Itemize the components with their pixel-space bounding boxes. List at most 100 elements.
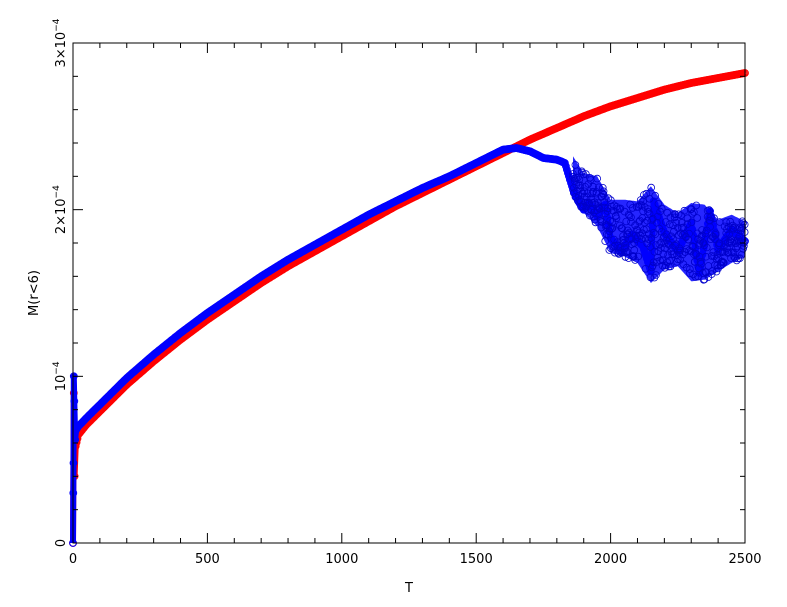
series-layer — [69, 69, 749, 547]
ticks-layer — [72, 42, 746, 544]
data-point — [672, 219, 680, 227]
data-point — [711, 235, 719, 244]
data-point — [590, 215, 599, 224]
data-point — [718, 257, 726, 266]
data-point — [624, 210, 633, 219]
data-point — [619, 232, 627, 240]
data-point — [694, 272, 702, 281]
data-point — [677, 219, 686, 227]
data-point — [688, 210, 697, 218]
data-point — [727, 238, 736, 247]
data-point — [612, 214, 621, 223]
data-point — [655, 240, 664, 249]
data-point — [719, 258, 728, 267]
data-point — [739, 219, 747, 227]
data-point — [633, 233, 642, 241]
data-point — [593, 174, 601, 183]
y-tick-label: 2×10−4 — [52, 185, 69, 234]
data-point — [615, 205, 624, 213]
data-point — [683, 214, 692, 223]
data-point — [673, 223, 682, 232]
data-point — [661, 218, 670, 226]
data-point — [692, 201, 701, 210]
data-point — [621, 243, 630, 252]
data-point — [691, 273, 700, 281]
data-point — [575, 175, 584, 184]
data-point — [706, 223, 714, 231]
x-tick-label: 0 — [69, 552, 77, 567]
y-tick-label: 3×10−4 — [52, 18, 69, 67]
data-point — [659, 250, 668, 258]
data-point — [656, 256, 664, 265]
data-point — [636, 216, 644, 225]
data-point — [603, 207, 612, 215]
y-tick-label: 10−4 — [52, 361, 69, 391]
data-point — [618, 224, 626, 233]
data-point — [707, 235, 715, 244]
data-point — [729, 248, 738, 257]
x-tick-label: 2000 — [594, 552, 627, 567]
data-point — [620, 245, 629, 253]
data-point — [595, 205, 604, 213]
data-point — [643, 216, 651, 225]
data-point — [644, 208, 652, 216]
data-point — [628, 204, 637, 212]
y-tick-label: 0 — [54, 539, 69, 547]
data-point — [611, 241, 619, 250]
data-point — [647, 183, 655, 192]
data-point — [705, 206, 713, 214]
data-point — [653, 212, 662, 221]
data-point — [665, 256, 674, 265]
data-point — [683, 220, 692, 228]
data-point — [684, 235, 693, 244]
x-tick-label: 500 — [195, 552, 220, 567]
data-point — [599, 187, 608, 196]
data-point — [697, 259, 705, 268]
x-tick-label: 1000 — [325, 552, 358, 567]
data-point — [660, 232, 668, 241]
data-point — [594, 203, 603, 212]
data-point — [639, 207, 647, 216]
series-1 — [69, 69, 749, 547]
data-point — [630, 239, 639, 247]
data-point — [709, 248, 718, 256]
data-point — [735, 233, 743, 241]
data-point — [644, 235, 653, 244]
data-point — [690, 208, 698, 216]
data-point — [569, 172, 577, 181]
data-point — [578, 202, 587, 211]
data-point — [645, 195, 654, 203]
data-point — [608, 224, 617, 233]
data-point — [723, 244, 731, 253]
data-point — [685, 229, 693, 238]
data-point — [678, 250, 687, 259]
data-point — [619, 248, 627, 257]
data-point — [707, 270, 716, 278]
data-point — [702, 243, 711, 252]
data-point — [694, 241, 703, 249]
data-point — [664, 239, 672, 248]
data-point — [604, 194, 613, 203]
data-point — [620, 207, 629, 216]
data-point — [576, 181, 584, 190]
data-point — [584, 207, 593, 215]
data-point — [706, 216, 714, 225]
data-point — [70, 397, 79, 406]
data-point — [648, 214, 657, 223]
plot-frame — [72, 42, 746, 544]
data-point — [657, 204, 666, 213]
data-point — [700, 275, 709, 284]
data-point — [652, 271, 660, 279]
data-point — [726, 217, 734, 226]
data-point — [693, 214, 701, 222]
data-point — [689, 242, 697, 251]
data-point — [583, 189, 592, 198]
data-point — [609, 243, 618, 251]
data-point — [732, 244, 740, 253]
data-point — [732, 237, 741, 245]
data-point — [722, 229, 730, 237]
data-point — [622, 217, 630, 226]
data-point — [728, 225, 737, 234]
data-point — [710, 214, 718, 223]
